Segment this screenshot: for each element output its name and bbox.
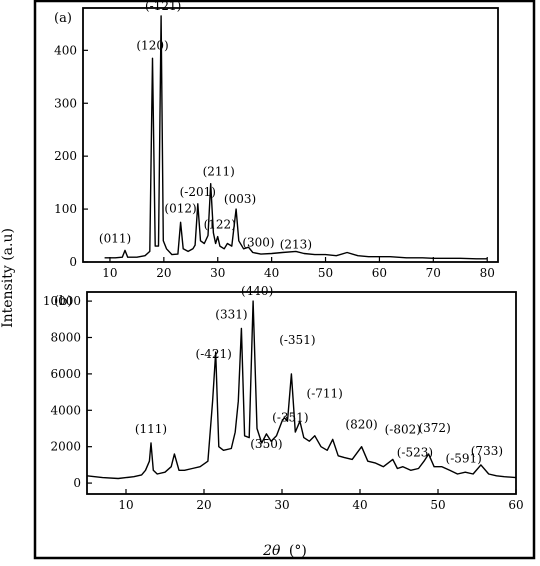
panel-b-x-tick-label: 60 [508, 498, 523, 512]
panel-b-x-tick-label: 10 [118, 498, 133, 512]
panel-b-peak-label: (-591) [446, 451, 482, 465]
panel-b-x-tick-label: 20 [196, 498, 211, 512]
panel-b-x-tick-label: 40 [352, 498, 367, 512]
panel-a-y-tick-label: 0 [69, 255, 77, 269]
panel-a-x-tick-label: 10 [102, 266, 117, 280]
panel-b-peak-label: (733) [471, 444, 503, 458]
panel-a-peak-label: (003) [224, 192, 256, 206]
panel-a-peak-label: (-121) [145, 0, 181, 13]
panel-a-peak-label: (213) [280, 238, 312, 252]
panel-a-x-tick-label: 70 [426, 266, 441, 280]
panel-b: (b) 10 20 30 40 50 60 0 2000 4000 6000 8000 10000 (11… [43, 284, 524, 512]
panel-b-peak-label: (-351) [272, 411, 308, 425]
panel-b-y-tick-label: 10000 [43, 294, 81, 308]
y-axis-label: Intensity (a.u) [0, 228, 16, 328]
panel-b-peak-label: (440) [241, 284, 273, 298]
panel-b-peak-label: (-523) [397, 446, 433, 460]
panel-a-x-tick-label: 20 [156, 266, 171, 280]
panel-b-y-tick-label: 0 [73, 476, 81, 490]
panel-b-y-tick-label: 4000 [50, 403, 81, 417]
x-axis-label: 2θ (°) [262, 543, 307, 559]
figure-frame [33, 0, 536, 560]
panel-b-x-tick-label: 30 [274, 498, 289, 512]
panel-b-y-tick-label: 2000 [50, 440, 81, 454]
panel-a-peak-label: (211) [203, 165, 235, 179]
panel-b-peak-label: (820) [345, 418, 377, 432]
panel-a-y-tick-label: 400 [54, 43, 77, 57]
panel-b-peak-label: (350) [250, 437, 282, 451]
panel-b-peak-label: (-421) [196, 347, 232, 361]
panel-a-x-tick-label: 80 [480, 266, 495, 280]
panel-a-peak-label: (011) [99, 232, 131, 246]
panel-a-x-tick-label: 50 [318, 266, 333, 280]
panel-b-peak-label: (-802) [385, 422, 421, 436]
panel-b-peak-label: (331) [215, 307, 247, 321]
panel-a-y-tick-label: 100 [54, 202, 77, 216]
x-axis-unit: (°) [289, 543, 307, 559]
panel-b-peak-label: (111) [135, 422, 167, 436]
panel-a-peak-label: (012) [164, 201, 196, 215]
panel-a-x-tick-label: 40 [264, 266, 279, 280]
panel-b-peak-label: (-351) [279, 333, 315, 347]
panel-b-peak-label: (372) [418, 421, 450, 435]
panel-b-x-tick-label: 50 [430, 498, 445, 512]
panel-b-plot-frame [86, 291, 517, 495]
panel-a-peak-label: (122) [204, 218, 236, 232]
panel-a-peak-label: (120) [136, 38, 168, 52]
panel-b-label: (b) [54, 294, 72, 309]
panel-b-peak-label: (-711) [307, 386, 343, 400]
panel-a-peak-label: (300) [242, 235, 274, 249]
panel-b-y-tick-label: 6000 [50, 367, 81, 381]
panel-a-plot-frame [82, 7, 499, 263]
panel-a-peak-label: (-201) [180, 185, 216, 199]
panel-a-x-tick-label: 30 [210, 266, 225, 280]
panel-b-y-tick-label: 8000 [50, 330, 81, 344]
panel-a-y-tick-label: 200 [54, 149, 77, 163]
x-axis-symbol: 2θ [262, 543, 281, 559]
panel-a-y-tick-label: 300 [54, 96, 77, 110]
panel-a: (a) 10 20 30 40 50 60 70 80 0 100 200 300 400 (011) (12… [54, 0, 499, 280]
panel-a-x-tick-label: 60 [372, 266, 387, 280]
panel-a-label: (a) [54, 11, 72, 26]
panel-b-series-line [86, 300, 517, 480]
panel-a-series-line [104, 15, 488, 260]
